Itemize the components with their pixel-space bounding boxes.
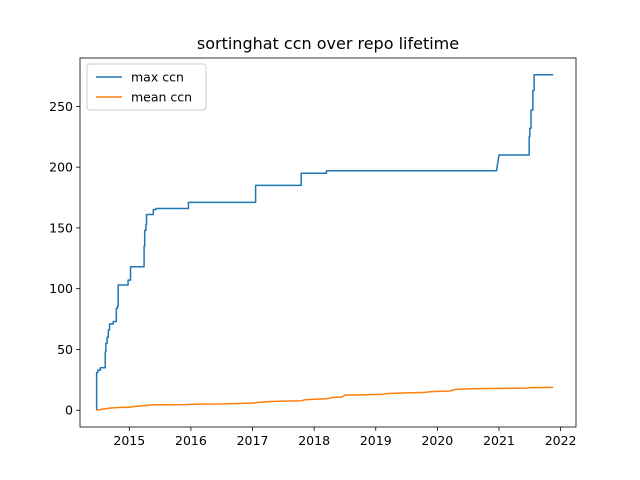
x-tick-label: 2016 (175, 433, 207, 448)
series-line-mean-ccn (96, 386, 554, 411)
x-tick-label: 2020 (421, 433, 453, 448)
chart-title: sortinghat ccn over repo lifetime (197, 34, 459, 53)
x-tick-label: 2018 (298, 433, 330, 448)
x-tick-label: 2021 (483, 433, 515, 448)
axis-ticks: 2015 2016 2017 2018 2019 2020 2021 2022 0 50 100 15… (49, 99, 576, 448)
axes-frame (79, 57, 577, 428)
x-tick-label: 2022 (545, 433, 577, 448)
y-tick-label: 150 (49, 220, 73, 235)
legend: max ccn mean ccn (86, 63, 207, 111)
y-tick-label: 50 (57, 342, 73, 357)
legend-box (86, 63, 207, 111)
y-tick-label: 250 (49, 99, 73, 114)
y-tick-label: 200 (49, 160, 73, 175)
series-line-max-ccn (95, 74, 554, 411)
x-tick-label: 2017 (237, 433, 269, 448)
y-tick-label: 0 (65, 403, 73, 418)
y-tick-label: 100 (49, 281, 73, 296)
legend-label-mean-ccn: mean ccn (131, 90, 192, 105)
legend-label-max-ccn: max ccn (131, 70, 184, 85)
x-tick-label: 2015 (113, 433, 145, 448)
x-tick-label: 2019 (360, 433, 392, 448)
plot-area (79, 57, 577, 428)
